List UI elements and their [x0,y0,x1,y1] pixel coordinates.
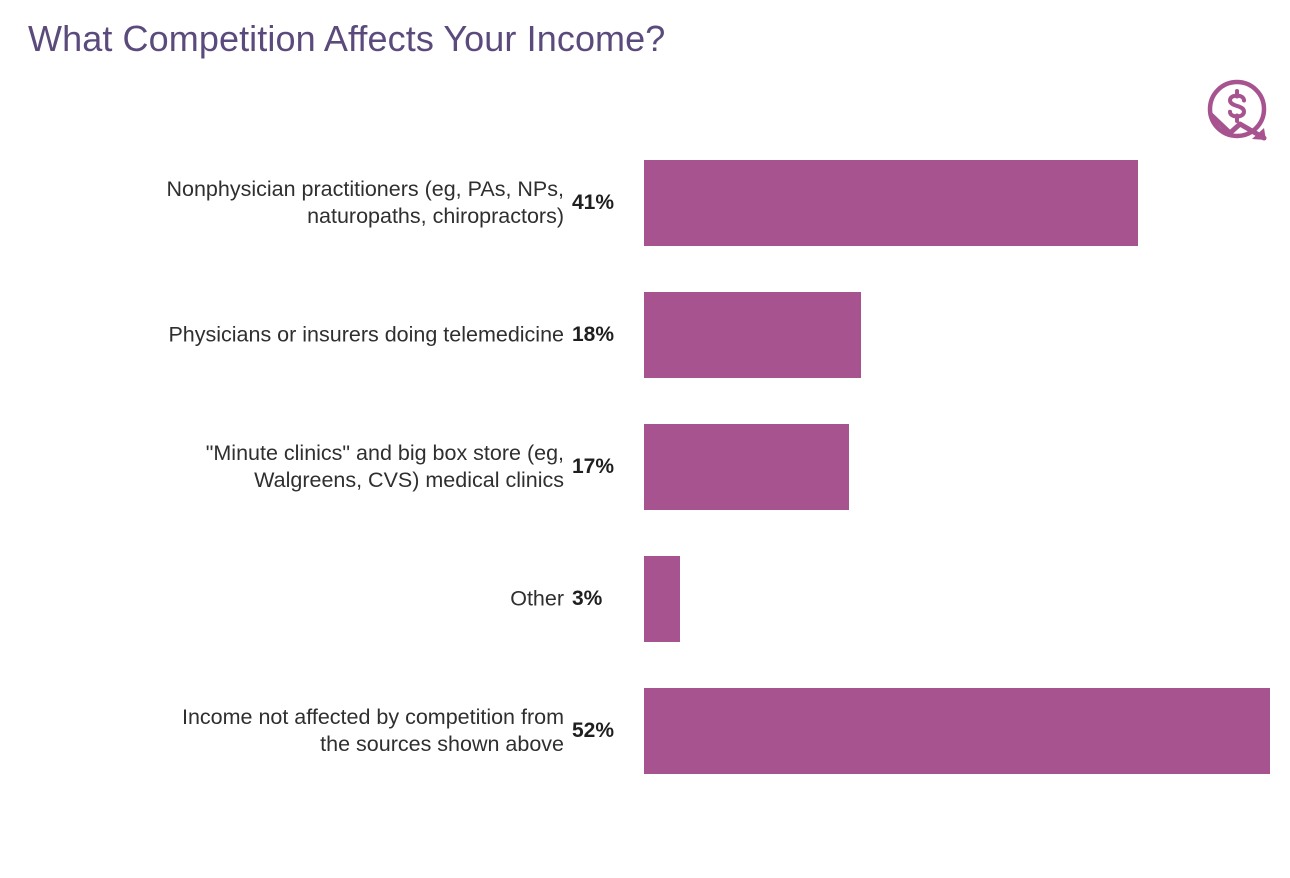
bar-category-label: "Minute clinics" and big box store (eg, … [205,441,564,492]
bar-fill [644,292,861,378]
bar-row: Other 3% [0,556,1290,642]
bar-row: Nonphysician practitioners (eg, PAs, NPs… [0,160,1290,246]
dollar-declining-arrow-icon [1204,76,1278,148]
bar-fill [644,688,1270,774]
bar-row: Income not affected by competition from … [0,688,1290,774]
bar-chart: Nonphysician practitioners (eg, PAs, NPs… [0,160,1290,780]
bar-category-label: Nonphysician practitioners (eg, PAs, NPs… [166,177,564,228]
page-title: What Competition Affects Your Income? [28,18,666,59]
bar-category-label: Income not affected by competition from … [181,705,564,756]
bar-track [644,292,861,378]
bar-track [644,424,849,510]
bar-value-label: 18% [572,323,615,346]
bar-track [644,556,680,642]
bar-row: Physicians or insurers doing telemedicin… [0,292,1290,378]
bar-track [644,160,1138,246]
bar-value-label: 17% [572,455,615,478]
bar-value-label: 3% [572,587,603,610]
bar-row: "Minute clinics" and big box store (eg, … [0,424,1290,510]
bar-fill [644,160,1138,246]
bar-value-label: 52% [572,719,615,742]
bar-category-label: Other [510,586,564,611]
bar-category-label: Physicians or insurers doing telemedicin… [168,322,564,347]
bar-value-label: 41% [572,191,615,214]
bar-track [644,688,1270,774]
bar-fill [644,556,680,642]
bar-fill [644,424,849,510]
